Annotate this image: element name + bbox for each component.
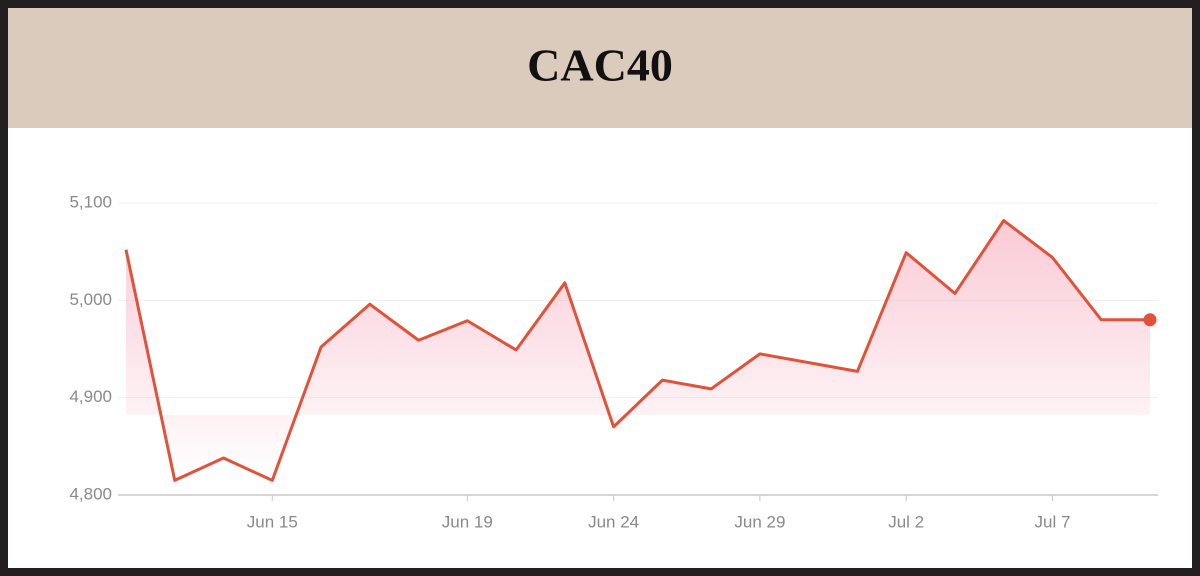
y-tick-label: 5,100 bbox=[69, 192, 112, 211]
x-tick-label: Jun 19 bbox=[442, 512, 493, 531]
chart-title: CAC40 bbox=[527, 40, 673, 91]
x-tick-label: Jun 15 bbox=[247, 512, 298, 531]
y-tick-label: 4,900 bbox=[69, 387, 112, 406]
x-tick-label: Jun 29 bbox=[734, 512, 785, 531]
y-tick-label: 4,800 bbox=[69, 484, 112, 503]
x-tick-label: Jun 24 bbox=[588, 512, 639, 531]
y-tick-label: 5,000 bbox=[69, 290, 112, 309]
line bbox=[124, 219, 1150, 482]
header bbox=[8, 8, 1192, 128]
end-point bbox=[1143, 313, 1157, 327]
x-tick-label: Jul 2 bbox=[888, 512, 924, 531]
x-tick-label: Jul 7 bbox=[1035, 512, 1071, 531]
